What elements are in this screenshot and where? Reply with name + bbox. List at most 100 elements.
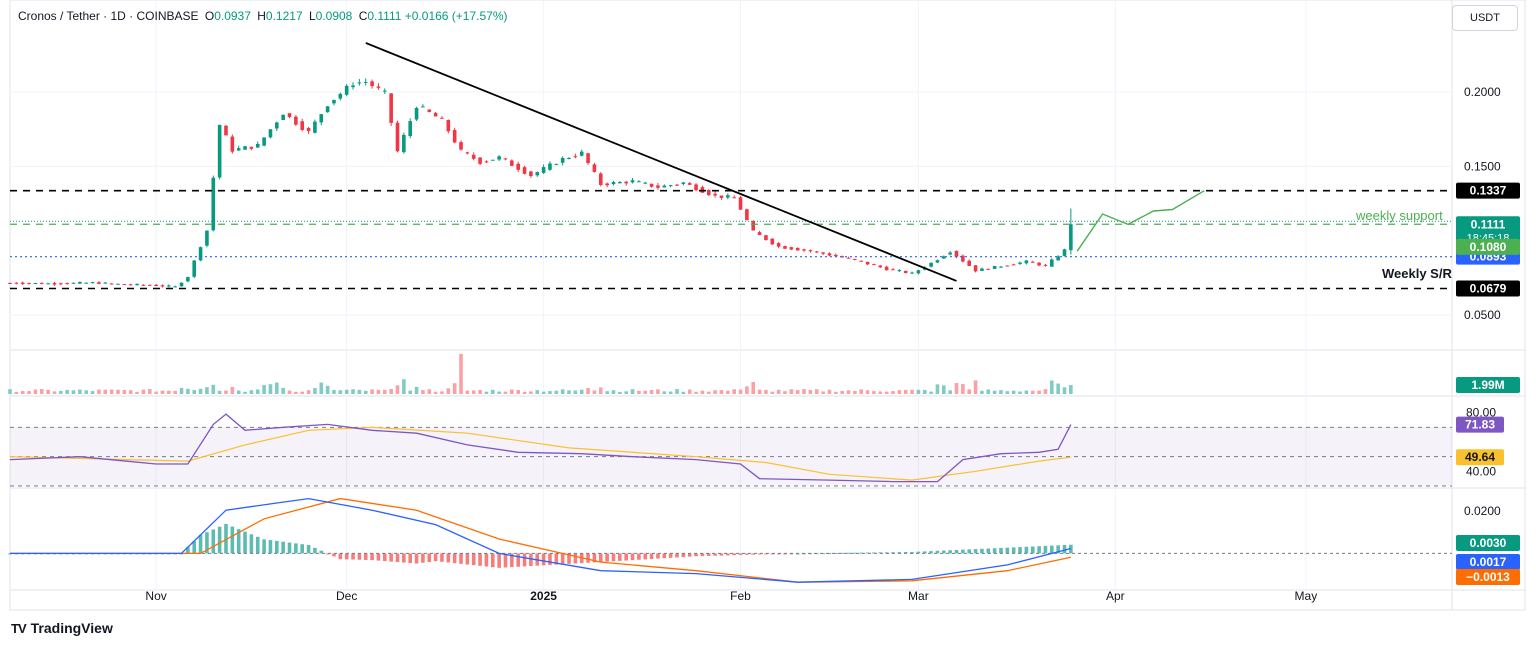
candle-body[interactable] <box>287 113 292 118</box>
candle-body[interactable] <box>97 282 101 284</box>
rsi-ma-line[interactable] <box>9 426 1071 481</box>
candle-body[interactable] <box>78 281 82 284</box>
candle-body[interactable] <box>656 185 660 188</box>
candle-body[interactable] <box>357 82 362 84</box>
candle-body[interactable] <box>300 121 305 130</box>
candle-body[interactable] <box>268 129 273 138</box>
candle-body[interactable] <box>109 283 114 285</box>
candle-body[interactable] <box>465 152 470 154</box>
candle-body[interactable] <box>236 148 241 151</box>
candle-body[interactable] <box>1062 249 1067 256</box>
candle-body[interactable] <box>1005 265 1010 267</box>
candle-body[interactable] <box>338 93 343 99</box>
candle-body[interactable] <box>408 121 413 137</box>
candle-body[interactable] <box>154 284 158 287</box>
symbol-title[interactable]: Cronos / Tether · 1D · COINBASE <box>18 9 199 23</box>
rsi-pane[interactable] <box>9 413 1452 487</box>
candle-body[interactable] <box>1043 264 1048 266</box>
candle-body[interactable] <box>630 180 635 183</box>
candle-body[interactable] <box>516 163 520 170</box>
candle-body[interactable] <box>192 260 197 277</box>
candle-body[interactable] <box>173 286 177 288</box>
candle-body[interactable] <box>395 122 400 152</box>
candle-body[interactable] <box>306 127 311 131</box>
candle-body[interactable] <box>179 282 184 287</box>
rsi-line[interactable] <box>9 413 1072 483</box>
candle-body[interactable] <box>637 181 641 183</box>
tradingview-brand[interactable]: TV TradingView <box>11 620 113 636</box>
candle-body[interactable] <box>598 173 603 185</box>
candle-body[interactable] <box>789 247 794 250</box>
candle-body[interactable] <box>52 283 57 285</box>
candle-body[interactable] <box>224 125 228 136</box>
candle-body[interactable] <box>421 106 425 108</box>
candle-body[interactable] <box>770 238 775 245</box>
candle-body[interactable] <box>243 146 247 150</box>
candle-body[interactable] <box>967 260 972 266</box>
candle-body[interactable] <box>217 124 222 178</box>
candle-body[interactable] <box>713 193 717 196</box>
candle-body[interactable] <box>560 157 565 163</box>
candle-body[interactable] <box>84 282 89 284</box>
candle-body[interactable] <box>275 122 279 129</box>
candle-body[interactable] <box>567 158 571 160</box>
candle-body[interactable] <box>313 121 317 133</box>
candle-body[interactable] <box>389 93 393 123</box>
candle-body[interactable] <box>929 262 933 267</box>
candle-body[interactable] <box>783 246 787 249</box>
candle-body[interactable] <box>446 120 451 132</box>
candle-body[interactable] <box>872 264 876 266</box>
candle-body[interactable] <box>814 251 819 253</box>
candle-body[interactable] <box>687 183 692 185</box>
candle-body[interactable] <box>795 247 800 251</box>
candle-body[interactable] <box>478 157 482 164</box>
candle-body[interactable] <box>961 255 965 262</box>
descending-trendline[interactable] <box>365 42 957 282</box>
candle-body[interactable] <box>579 151 584 156</box>
candle-body[interactable] <box>510 160 514 166</box>
candle-body[interactable] <box>897 270 902 272</box>
candle-body[interactable] <box>522 167 527 174</box>
candle-body[interactable] <box>262 137 266 146</box>
candle-body[interactable] <box>141 284 146 286</box>
candle-body[interactable] <box>255 143 260 148</box>
candle-body[interactable] <box>39 283 44 285</box>
candle-body[interactable] <box>903 270 908 274</box>
candle-body[interactable] <box>344 85 349 95</box>
candle-body[interactable] <box>1056 256 1060 261</box>
candle-body[interactable] <box>1011 264 1016 266</box>
candle-body[interactable] <box>90 282 95 284</box>
candle-body[interactable] <box>490 159 495 161</box>
candle-body[interactable] <box>351 85 355 88</box>
macd-pane[interactable] <box>8 497 1452 583</box>
candle-body[interactable] <box>980 268 984 271</box>
candle-body[interactable] <box>484 161 489 163</box>
candle-body[interactable] <box>846 257 851 259</box>
candle-body[interactable] <box>884 266 889 271</box>
candle-body[interactable] <box>605 183 609 186</box>
candle-body[interactable] <box>46 283 50 285</box>
candle-body[interactable] <box>535 172 540 176</box>
candle-body[interactable] <box>128 284 133 286</box>
candle-body[interactable] <box>414 107 419 120</box>
candle-body[interactable] <box>840 256 844 258</box>
candle-body[interactable] <box>370 81 374 87</box>
candle-body[interactable] <box>198 247 203 261</box>
candle-body[interactable] <box>427 109 432 112</box>
candle-body[interactable] <box>681 182 686 185</box>
candle-body[interactable] <box>249 146 254 149</box>
candle-body[interactable] <box>471 154 476 159</box>
candle-body[interactable] <box>764 235 768 241</box>
candle-body[interactable] <box>122 284 127 286</box>
candle-body[interactable] <box>573 156 578 158</box>
candle-body[interactable] <box>363 81 368 83</box>
candle-body[interactable] <box>459 142 463 150</box>
candle-body[interactable] <box>675 184 679 186</box>
macd-line[interactable] <box>10 497 1072 583</box>
candle-body[interactable] <box>821 252 825 254</box>
candle-body[interactable] <box>65 283 69 285</box>
candle-body[interactable] <box>827 253 832 256</box>
candle-body[interactable] <box>452 130 457 143</box>
candle-body[interactable] <box>948 252 952 255</box>
